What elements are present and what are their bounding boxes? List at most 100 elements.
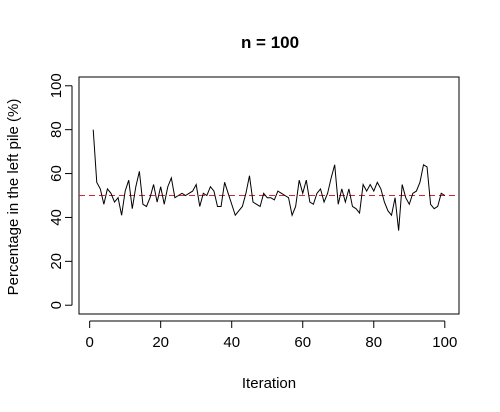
data-point [196, 184, 197, 185]
data-point [412, 193, 413, 194]
data-point [320, 188, 321, 189]
data-point [114, 201, 115, 202]
data-point [160, 186, 161, 187]
data-point [437, 206, 438, 207]
data-point [178, 195, 179, 196]
data-point [235, 215, 236, 216]
data-point [398, 230, 399, 231]
data-point [121, 215, 122, 216]
data-point [203, 193, 204, 194]
data-point [359, 212, 360, 213]
data-point [370, 184, 371, 185]
data-point [181, 193, 182, 194]
data-point [309, 201, 310, 202]
x-tick-label: 0 [85, 334, 93, 351]
data-point [316, 193, 317, 194]
data-point [242, 206, 243, 207]
data-point [220, 206, 221, 207]
x-axis: 0 20 40 60 80 100 [85, 320, 457, 351]
y-tick-label: 100 [48, 73, 65, 98]
data-point [192, 191, 193, 192]
data-point [135, 186, 136, 187]
data-point [128, 180, 129, 181]
data-point [132, 208, 133, 209]
data-point [416, 191, 417, 192]
data-point [345, 201, 346, 202]
data-point [100, 188, 101, 189]
data-point [373, 191, 374, 192]
series-layer [92, 129, 446, 231]
data-point [334, 164, 335, 165]
data-point [338, 204, 339, 205]
data-point [96, 182, 97, 183]
data-point [153, 184, 154, 185]
y-tick-label: 80 [48, 121, 65, 138]
data-point [394, 197, 395, 198]
data-point [323, 201, 324, 202]
data-point [348, 188, 349, 189]
data-point [409, 204, 410, 205]
data-point [164, 204, 165, 205]
y-tick-label: 20 [48, 253, 65, 270]
series-line [92, 129, 446, 231]
data-point [256, 204, 257, 205]
data-point [363, 184, 364, 185]
data-point [146, 206, 147, 207]
data-point [352, 206, 353, 207]
data-point [430, 204, 431, 205]
data-point [260, 206, 261, 207]
x-axis-label: Iteration [242, 375, 296, 392]
data-point [284, 195, 285, 196]
data-point [117, 197, 118, 198]
data-point [377, 182, 378, 183]
data-point [252, 201, 253, 202]
y-tick-label: 60 [48, 165, 65, 182]
data-point [199, 206, 200, 207]
data-point [434, 208, 435, 209]
data-point [270, 197, 271, 198]
data-point [217, 206, 218, 207]
data-point [125, 191, 126, 192]
y-tick-label: 40 [48, 209, 65, 226]
data-point [210, 186, 211, 187]
data-point [139, 171, 140, 172]
data-point [444, 195, 445, 196]
data-point [291, 215, 292, 216]
data-point [267, 197, 268, 198]
data-point [426, 166, 427, 167]
data-point [231, 204, 232, 205]
data-point [288, 197, 289, 198]
data-point [249, 175, 250, 176]
data-point [441, 193, 442, 194]
data-point [149, 197, 150, 198]
data-point [103, 204, 104, 205]
data-point [93, 129, 94, 130]
data-point [331, 177, 332, 178]
data-point [167, 186, 168, 187]
y-axis: 0 20 40 60 80 100 [48, 73, 73, 309]
data-point [188, 193, 189, 194]
data-point [306, 180, 307, 181]
data-point [355, 208, 356, 209]
data-point [299, 180, 300, 181]
data-point [245, 193, 246, 194]
data-point [263, 193, 264, 194]
data-point [423, 164, 424, 165]
data-point [366, 191, 367, 192]
data-point [402, 184, 403, 185]
data-point [107, 188, 108, 189]
data-point [302, 193, 303, 194]
data-point [224, 182, 225, 183]
data-point [295, 206, 296, 207]
data-point [384, 201, 385, 202]
data-point [174, 197, 175, 198]
data-point [387, 210, 388, 211]
x-tick-label: 20 [152, 334, 169, 351]
data-point [206, 195, 207, 196]
data-point [171, 177, 172, 178]
data-point [185, 195, 186, 196]
data-point [142, 204, 143, 205]
data-point [419, 182, 420, 183]
